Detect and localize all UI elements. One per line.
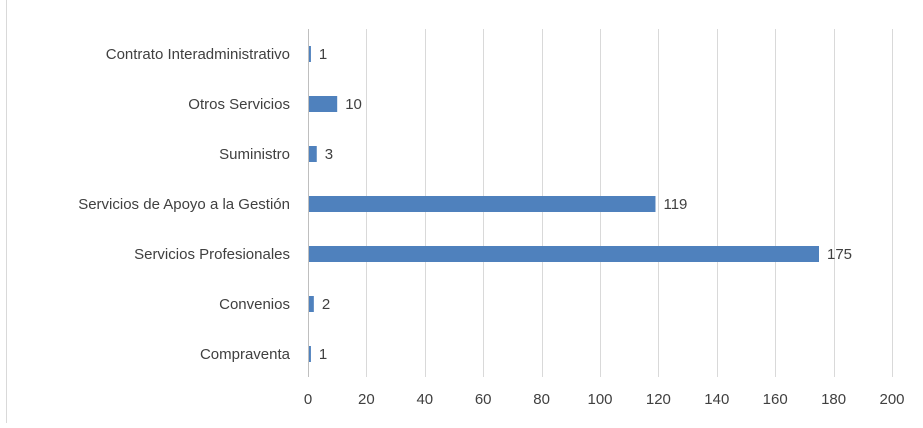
bar-value-label: 175 (827, 246, 852, 263)
bar (308, 296, 314, 312)
chart-frame: 1 10 3 119 175 2 1 Contrato Interadministrativ… (6, 0, 923, 423)
bar (308, 346, 311, 362)
category-label: Convenios (219, 296, 290, 313)
category-label: Compraventa (200, 346, 291, 363)
x-tick-label: 140 (704, 391, 729, 408)
bar-value-label: 2 (322, 296, 330, 313)
bar-value-label: 3 (325, 146, 333, 163)
bar-value-label: 1 (319, 346, 327, 363)
category-label: Contrato Interadministrativo (106, 46, 290, 63)
x-tick-label: 200 (879, 391, 904, 408)
x-tick-label: 80 (533, 391, 550, 408)
x-tick-label: 20 (358, 391, 375, 408)
x-tick-label: 160 (763, 391, 788, 408)
bar-value-label: 10 (345, 96, 362, 113)
x-tick-label: 0 (304, 391, 312, 408)
x-tick-label: 100 (587, 391, 612, 408)
category-label: Servicios Profesionales (134, 246, 290, 263)
bar (308, 96, 338, 112)
bar-value-label: 1 (319, 46, 327, 63)
bar (308, 146, 317, 162)
bar (308, 46, 311, 62)
bar-chart: 1 10 3 119 175 2 1 Contrato Interadministrativ… (78, 29, 905, 408)
x-tick-label: 60 (475, 391, 492, 408)
bar (308, 246, 819, 262)
data-labels: 1 10 3 119 175 2 1 (319, 46, 852, 363)
x-tick-label: 120 (646, 391, 671, 408)
category-label: Suministro (219, 146, 290, 163)
category-label: Servicios de Apoyo a la Gestión (78, 196, 290, 213)
bar (308, 196, 656, 212)
bars (308, 46, 819, 362)
category-axis: Contrato Interadministrativo Otros Servic… (78, 29, 309, 377)
bar-value-label: 119 (663, 196, 687, 213)
value-axis: 0 20 40 60 80 100 120 140 160 180 200 (304, 391, 905, 408)
x-tick-label: 40 (416, 391, 433, 408)
x-tick-label: 180 (821, 391, 846, 408)
category-label: Otros Servicios (188, 96, 290, 113)
